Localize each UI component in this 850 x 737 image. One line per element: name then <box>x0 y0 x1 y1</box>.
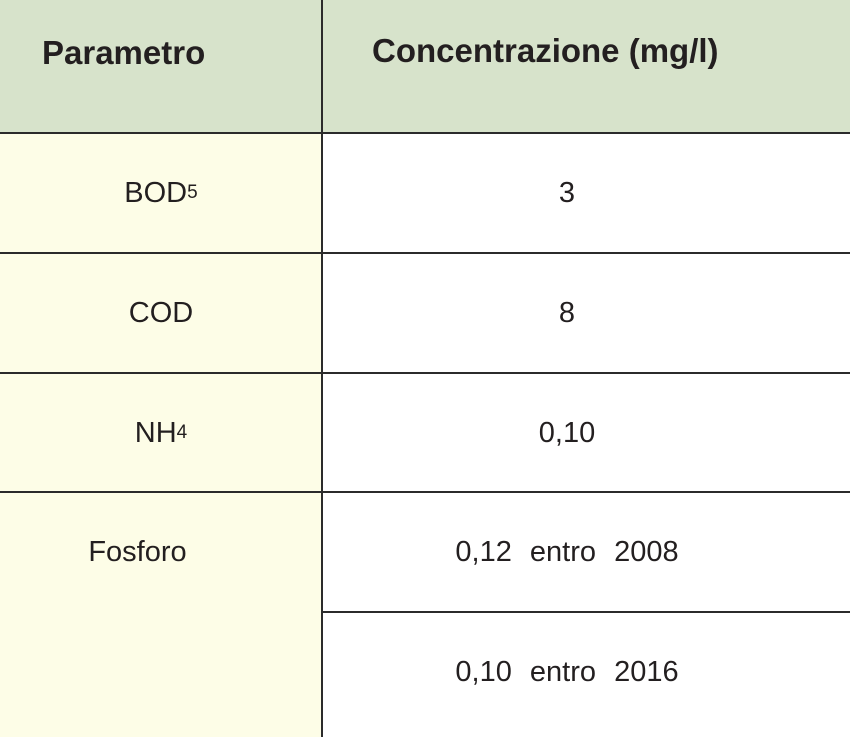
parameter-cell: BOD 5 <box>0 133 322 253</box>
column-divider <box>321 0 323 737</box>
row-divider <box>322 611 850 613</box>
header-cell: Concentrazione (mg/l) <box>372 32 719 69</box>
value-cell: 0,12 entro 2008 <box>455 535 679 568</box>
subscript: 4 <box>176 422 188 443</box>
value-cell: 0,10 entro 2016 <box>455 655 679 688</box>
row-divider <box>0 132 850 134</box>
parameter: COD <box>128 296 194 329</box>
parameter-cell: NH 4 <box>0 373 322 493</box>
header-cell: Parametro <box>42 34 206 71</box>
parameter: BOD <box>124 176 188 209</box>
row-divider <box>0 372 850 374</box>
value-cell: 0,10 <box>538 416 596 449</box>
header-background <box>0 0 850 133</box>
parameter: NH <box>134 416 177 449</box>
parameter-cell: COD <box>0 253 322 373</box>
subscript: 5 <box>187 182 198 203</box>
value-cell: 3 <box>558 176 576 209</box>
row-divider <box>0 491 850 493</box>
value-cell: 8 <box>558 296 576 329</box>
row-divider <box>0 252 850 254</box>
parameter-cell: Fosforo <box>0 492 275 612</box>
parameter-column-background <box>0 133 322 737</box>
parameter: Fosforo <box>88 535 187 568</box>
